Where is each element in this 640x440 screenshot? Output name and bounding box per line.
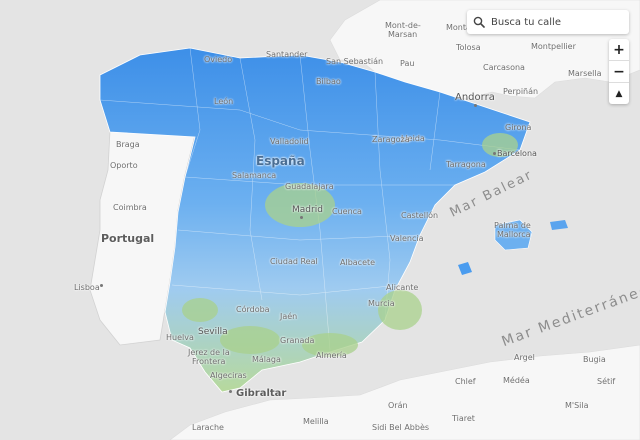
label-zaragoza: Zaragoza — [372, 135, 410, 144]
label-palma-2: Mallorca — [497, 230, 531, 239]
label-oran: Orán — [388, 401, 408, 410]
label-coimbra: Coimbra — [113, 203, 147, 212]
island-ibiza — [458, 262, 472, 275]
label-lleida: Lleida — [401, 134, 425, 143]
label-jerez-1: Jerez de la — [188, 348, 230, 357]
label-cordoba: Córdoba — [236, 305, 270, 314]
island-menorca — [550, 220, 568, 230]
zoom-out-button[interactable]: − — [609, 61, 629, 83]
label-gibraltar: Gibraltar — [236, 388, 287, 399]
label-huelva: Huelva — [166, 333, 194, 342]
label-mont-de-marsan-2: Marsan — [388, 30, 418, 39]
label-chlef: Chlef — [455, 377, 476, 386]
compass-button[interactable]: ▲ — [615, 88, 623, 99]
label-larache: Larache — [192, 423, 224, 432]
label-murcia: Murcia — [368, 299, 395, 308]
search-icon — [467, 10, 491, 34]
zoom-controls: + − ▲ — [609, 39, 629, 104]
label-san-sebastian: San Sebastián — [326, 57, 384, 66]
city-dot-andorra — [474, 104, 477, 107]
land-north-africa — [169, 344, 640, 440]
label-setif: Sétif — [597, 377, 616, 386]
label-lisboa: Lisboa — [74, 283, 100, 292]
label-marsella: Marsella — [568, 69, 602, 78]
choropleth-low-patches — [182, 133, 518, 357]
label-espana: España — [256, 154, 305, 168]
label-madrid: Madrid — [292, 205, 323, 215]
label-castellon: Castellón — [401, 211, 439, 220]
label-leon: León — [214, 97, 234, 106]
label-bugia: Bugia — [583, 355, 606, 364]
label-melilla: Melilla — [303, 417, 329, 426]
label-portugal: Portugal — [101, 232, 155, 245]
label-guadalajara: Guadalajara — [285, 182, 334, 191]
label-braga: Braga — [116, 140, 140, 149]
label-albacete: Albacete — [340, 258, 376, 267]
label-ciudad-real: Ciudad Real — [270, 257, 318, 266]
city-dot-lisboa — [100, 284, 103, 287]
city-dot-barcelona — [493, 152, 496, 155]
label-medea: Médéa — [503, 376, 530, 385]
search-input[interactable] — [491, 16, 621, 28]
label-valladolid: Valladolid — [270, 137, 309, 146]
label-oporto: Oporto — [110, 161, 138, 170]
label-malaga: Málaga — [252, 355, 281, 364]
label-andorra: Andorra — [455, 92, 495, 103]
island-mallorca — [494, 219, 533, 251]
zoom-in-button[interactable]: + — [609, 39, 629, 61]
label-tarragona: Tarragona — [446, 160, 486, 169]
search-box[interactable] — [467, 10, 629, 34]
label-mont-de-marsan-1: Mont-de- — [385, 21, 421, 30]
label-tolosa: Tolosa — [456, 43, 481, 52]
label-carcasona: Carcasona — [483, 63, 525, 72]
label-sevilla: Sevilla — [198, 327, 228, 337]
label-alicante: Alicante — [386, 283, 419, 292]
label-algeciras: Algeciras — [210, 371, 247, 380]
label-argel: Argel — [514, 353, 535, 362]
label-jaen: Jaén — [280, 312, 298, 321]
label-salamanca: Salamanca — [232, 171, 277, 180]
label-perpinan: Perpiñán — [503, 87, 539, 96]
label-msila: M'Sila — [565, 401, 589, 410]
label-granada: Granada — [280, 336, 315, 345]
city-dot-gibraltar — [229, 390, 232, 393]
label-cuenca: Cuenca — [332, 207, 362, 216]
label-sidi-bel-abbes: Sidi Bel Abbès — [372, 423, 430, 432]
label-pau: Pau — [400, 59, 415, 68]
city-dot-madrid — [300, 216, 303, 219]
label-tiaret: Tiaret — [452, 414, 475, 423]
label-girona: Girona — [505, 123, 532, 132]
label-oviedo: Oviedo — [204, 55, 233, 64]
label-almeria: Almería — [316, 351, 347, 360]
label-jerez-2: Frontera — [192, 357, 226, 366]
label-monta: Monta — [446, 23, 471, 32]
label-valencia: Valencia — [390, 234, 424, 243]
label-barcelona: Barcelona — [497, 149, 537, 158]
label-montpellier: Montpellier — [531, 42, 576, 51]
label-santander: Santander — [266, 50, 308, 59]
label-palma-1: Palma de — [494, 221, 531, 230]
label-bilbao: Bilbao — [316, 77, 341, 86]
